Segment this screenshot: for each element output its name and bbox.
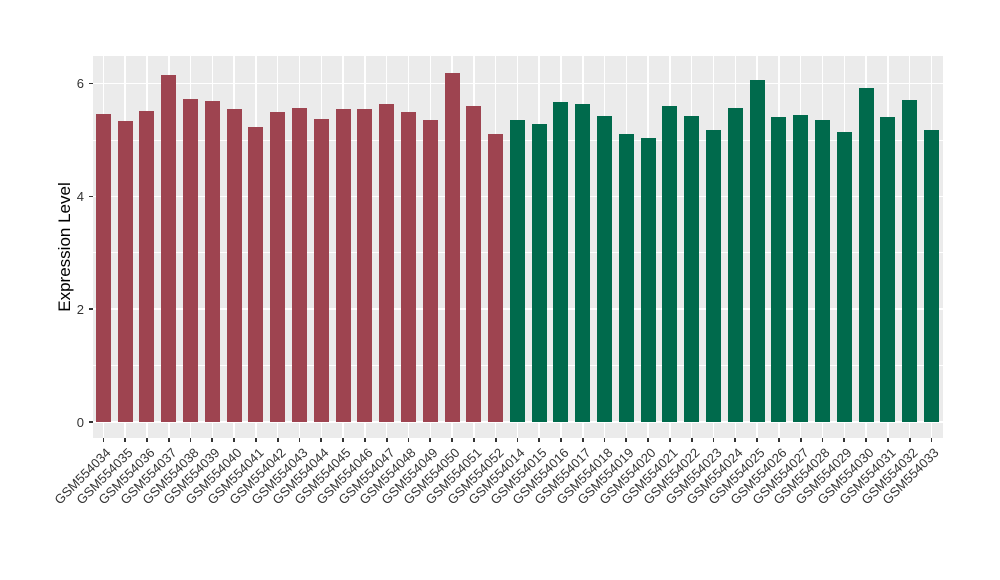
x-tick-mark	[625, 438, 628, 442]
x-tick-mark	[821, 438, 824, 442]
bar	[313, 118, 329, 422]
x-tick-mark	[276, 438, 279, 442]
y-tick-label: 4	[76, 188, 84, 204]
bar	[836, 131, 852, 422]
x-tick-mark	[298, 438, 301, 442]
x-tick-mark	[189, 438, 192, 442]
x-tick-mark	[777, 438, 780, 442]
x-tick-mark	[908, 438, 911, 442]
bar	[618, 134, 634, 422]
bar	[357, 108, 373, 422]
bar	[139, 110, 155, 422]
y-tick-label: 0	[76, 414, 84, 430]
bar	[422, 120, 438, 422]
y-tick-mark	[89, 308, 93, 311]
x-tick-mark	[734, 438, 737, 442]
x-tick-mark	[886, 438, 889, 442]
x-tick-mark	[712, 438, 715, 442]
bar	[706, 129, 722, 422]
x-tick-mark	[690, 438, 693, 442]
y-tick-mark	[89, 195, 93, 198]
x-tick-mark	[494, 438, 497, 442]
bar	[771, 117, 787, 422]
x-tick-mark	[538, 438, 541, 442]
x-tick-mark	[843, 438, 846, 442]
x-tick-mark	[320, 438, 323, 442]
x-tick-mark	[167, 438, 170, 442]
x-tick-mark	[385, 438, 388, 442]
x-tick-mark	[560, 438, 562, 442]
x-tick-mark	[255, 438, 257, 442]
y-tick-mark	[89, 421, 93, 423]
bar	[902, 99, 918, 422]
bar	[292, 108, 307, 422]
bar	[640, 138, 656, 422]
bar	[597, 116, 613, 422]
bar	[226, 108, 242, 422]
bar	[183, 99, 199, 422]
x-tick-mark	[756, 438, 758, 442]
x-tick-mark	[363, 438, 366, 442]
x-tick-mark	[581, 438, 584, 442]
x-tick-mark	[865, 438, 867, 442]
bar	[400, 111, 416, 422]
x-tick-mark	[429, 438, 432, 442]
x-tick-mark	[516, 438, 519, 442]
bar	[662, 106, 678, 422]
bar	[814, 120, 830, 422]
x-tick-mark	[342, 438, 344, 442]
y-tick-label: 2	[76, 301, 84, 317]
bar	[749, 80, 765, 422]
bar	[575, 103, 591, 422]
bar	[161, 75, 177, 422]
bar	[204, 101, 220, 422]
x-tick-mark	[102, 438, 105, 442]
bar	[793, 115, 809, 422]
bar	[880, 116, 896, 422]
plot-panel	[93, 56, 943, 438]
bar	[379, 104, 395, 422]
x-tick-mark	[407, 438, 410, 442]
x-tick-mark	[211, 438, 214, 442]
y-tick-mark	[89, 82, 93, 85]
bar	[684, 115, 700, 422]
bar	[923, 130, 939, 422]
bar	[553, 101, 569, 422]
bar	[270, 112, 286, 422]
bar	[488, 134, 504, 422]
bar	[727, 107, 743, 422]
x-tick-mark	[603, 438, 606, 442]
bar	[95, 113, 111, 422]
x-tick-mark	[930, 438, 933, 442]
bar	[444, 73, 460, 422]
bar	[858, 87, 874, 422]
x-tick-mark	[647, 438, 650, 442]
x-tick-mark	[799, 438, 802, 442]
x-tick-mark	[146, 438, 148, 442]
y-tick-label: 6	[76, 76, 84, 92]
bar	[466, 105, 482, 422]
bar	[335, 108, 351, 422]
bar	[117, 121, 133, 422]
x-tick-mark	[233, 438, 236, 442]
bar	[509, 120, 525, 422]
bar	[531, 123, 547, 422]
x-tick-mark	[451, 438, 453, 442]
x-tick-mark	[669, 438, 671, 442]
x-tick-mark	[472, 438, 475, 442]
bar	[248, 127, 264, 422]
x-tick-mark	[124, 438, 127, 442]
